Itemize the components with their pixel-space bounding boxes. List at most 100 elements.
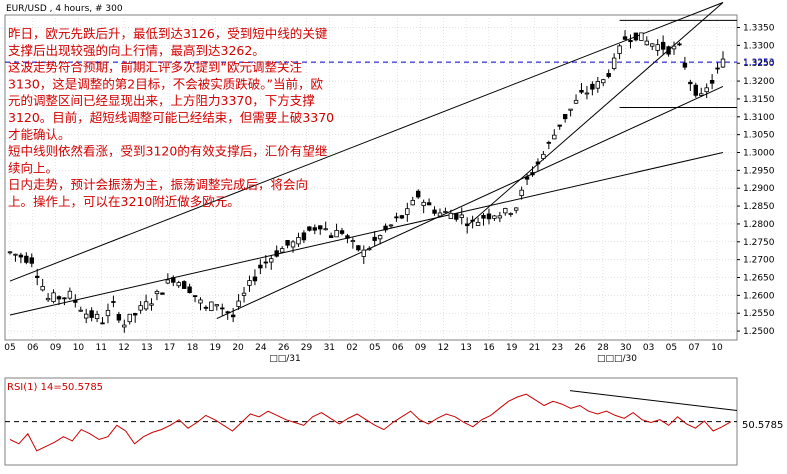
x-tick-label: 20 (232, 343, 244, 353)
candle-body (285, 240, 290, 246)
trend-line (9, 2, 724, 282)
candle-body (552, 134, 557, 140)
candle-body (590, 83, 595, 90)
candle-body (709, 80, 715, 84)
candle-body (279, 248, 285, 253)
candle-body (241, 292, 247, 296)
candle-body (671, 45, 677, 50)
candle-body (644, 40, 650, 46)
y-tick-label: 1.3100 (743, 113, 775, 123)
candle-body (67, 290, 73, 299)
candle-body (328, 235, 334, 239)
x-tick-label: 03 (643, 343, 654, 353)
candle-body (13, 253, 18, 256)
candle-body (203, 306, 209, 309)
candle-body (475, 221, 481, 226)
candle-body (334, 230, 339, 238)
candle-body (40, 286, 45, 291)
x-tick-label: 26 (278, 343, 290, 353)
candle-body (503, 208, 508, 214)
candle-body (454, 213, 459, 220)
x-tick-label: 06 (392, 343, 404, 353)
candle-body (633, 32, 639, 41)
note-line: 这波走势符合预期，前期汇评多次提到“欧元调整关注 (8, 60, 302, 75)
candle-body (568, 108, 573, 111)
candle-body (187, 286, 192, 294)
candle-body (524, 176, 530, 180)
candle-body (546, 141, 552, 144)
candle-body (573, 99, 579, 104)
y-tick-label: 1.3300 (743, 41, 775, 51)
analysis-note: 昨日，欧元先跌后升，最低到达3126，受到短中线的关键支撑后出现较强的向上行情，… (8, 26, 334, 209)
candle-body (388, 224, 394, 227)
x-tick-label: 26 (574, 343, 586, 353)
candle-body (247, 280, 252, 286)
candle-body (497, 215, 503, 219)
candle-body (405, 208, 410, 215)
candle-body (579, 89, 584, 93)
y-tick-label: 1.2900 (743, 184, 775, 194)
main-gridlines (5, 15, 737, 340)
y-tick-label: 1.3000 (743, 149, 775, 159)
rsi-series (9, 390, 738, 452)
candle-body (715, 67, 720, 70)
candle-body (214, 304, 220, 307)
candle-body (470, 219, 475, 222)
candle-body (89, 310, 94, 318)
y-tick-label: 1.3350 (743, 24, 775, 34)
candle-body (269, 258, 274, 263)
candle-body (486, 213, 492, 220)
x-tick-label: 19 (506, 343, 518, 353)
y-tick-label: 1.2650 (743, 274, 775, 284)
candle-body (688, 81, 693, 85)
x-tick-label: 31 (324, 343, 335, 353)
candle-body (350, 240, 356, 242)
candle-body (192, 295, 198, 297)
candle-body (666, 46, 671, 55)
x-tick-label: 10 (73, 343, 85, 353)
candle-body (535, 161, 541, 165)
candle-body (143, 301, 149, 310)
candle-body (677, 43, 682, 46)
candle-body (220, 307, 225, 310)
candle-body (399, 215, 405, 219)
y-tick-label: 1.2750 (743, 238, 775, 248)
month-label: □□□/30 (597, 354, 637, 364)
candle-body (617, 45, 622, 54)
candle-body (628, 39, 633, 43)
x-tick-label: 13 (141, 343, 152, 353)
candle-body (595, 81, 601, 89)
candle-body (318, 225, 323, 230)
x-tick-label: 05 (369, 343, 380, 353)
candle-body (181, 281, 187, 289)
candle-body (361, 249, 366, 257)
candle-body (372, 236, 377, 241)
y-tick-label: 1.3250 (743, 59, 775, 69)
candle-body (459, 214, 464, 218)
candle-body (7, 251, 13, 254)
x-tick-label: 07 (688, 343, 699, 353)
x-tick-label: 11 (95, 343, 106, 353)
x-tick-label: 16 (483, 343, 495, 353)
candle-body (513, 207, 519, 211)
candle-body (301, 232, 307, 241)
candle-body (225, 311, 230, 314)
candle-body (693, 84, 698, 96)
candle-body (410, 199, 415, 206)
candle-body (650, 43, 655, 47)
candle-body (105, 309, 111, 317)
x-tick-label: 13 (460, 343, 471, 353)
candle-body (56, 296, 62, 300)
candle-body (176, 282, 181, 287)
note-line: 短中线则依然看涨，受到3120的有效支撑后，汇价有望继 (8, 144, 327, 159)
candle-body (720, 58, 726, 68)
candle-body (367, 248, 372, 251)
candle-body (562, 113, 568, 120)
y-tick-label: 1.2550 (743, 309, 775, 319)
note-line: 才能确认。 (8, 127, 71, 142)
candle-body (557, 124, 562, 127)
candle-body (198, 299, 203, 304)
candle-body (236, 300, 241, 307)
candle-body (116, 314, 122, 321)
candle-body (230, 314, 236, 318)
